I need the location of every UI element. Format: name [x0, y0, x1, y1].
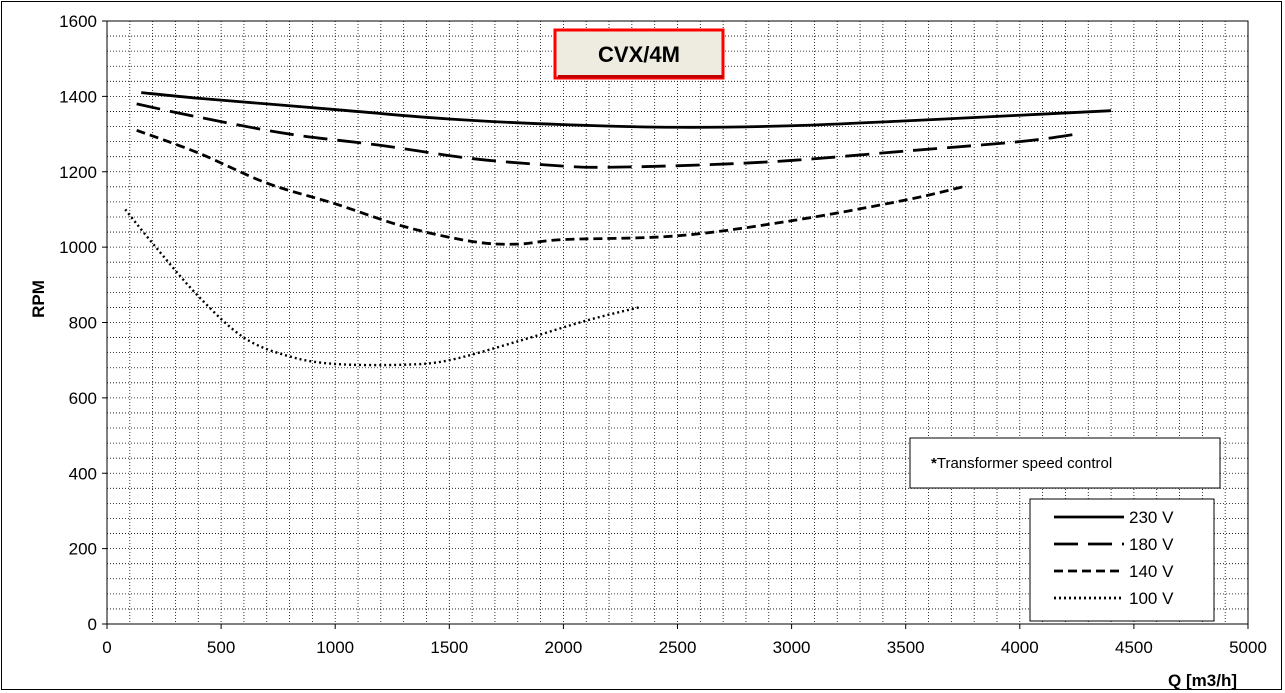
- x-tick-label: 1000: [316, 638, 354, 657]
- chart-title: CVX/4M: [598, 42, 680, 67]
- series-line-180v: [136, 102, 1078, 169]
- x-tick-label: 2000: [544, 638, 582, 657]
- y-tick-label: 1400: [59, 87, 97, 106]
- x-tick-label: 4000: [1001, 638, 1039, 657]
- y-tick-label: 200: [69, 540, 97, 559]
- y-tick-label: 1600: [59, 12, 97, 31]
- x-tick-label: 4500: [1115, 638, 1153, 657]
- series-line-230v: [141, 91, 1112, 129]
- x-tick-label: 3000: [773, 638, 811, 657]
- annotation-prefix: *: [931, 455, 937, 472]
- x-tick-label: 3500: [887, 638, 925, 657]
- legend-label: 230 V: [1129, 508, 1174, 527]
- x-tick-label: 5000: [1229, 638, 1267, 657]
- x-axis-ticks: 0 500 1000 1500 2000 2500 3000 3500 4000 4500 5000: [102, 624, 1267, 657]
- legend: 230 V 180 V 140 V 100 V: [1054, 508, 1174, 608]
- y-tick-label: 1000: [59, 238, 97, 257]
- y-axis-title: RPM: [29, 280, 48, 318]
- x-tick-label: 500: [207, 638, 235, 657]
- legend-label: 180 V: [1129, 535, 1174, 554]
- y-axis-ticks: 0 200 400 600 800 1000 1200 1400 1600: [59, 12, 107, 634]
- x-axis-title: Q [m3/h]: [1168, 671, 1237, 690]
- series-lines: [124, 91, 1112, 367]
- annotation-body: Transformer speed control: [937, 455, 1112, 472]
- y-tick-label: 1200: [59, 163, 97, 182]
- annotation-text: *Transformer speed control: [931, 455, 1112, 472]
- title-box: [553, 28, 725, 80]
- x-tick-label: 2500: [659, 638, 697, 657]
- y-tick-label: 800: [69, 314, 97, 333]
- y-tick-label: 400: [69, 464, 97, 483]
- series-line-140v: [136, 128, 964, 246]
- legend-label: 100 V: [1129, 589, 1174, 608]
- annotation-box: [909, 437, 1221, 489]
- y-tick-label: 600: [69, 389, 97, 408]
- x-tick-label: 0: [102, 638, 111, 657]
- legend-label: 140 V: [1129, 562, 1174, 581]
- x-tick-label: 1500: [430, 638, 468, 657]
- title-box-shadow: [558, 75, 723, 78]
- series-line-100v: [124, 208, 639, 367]
- legend-box: [1029, 498, 1215, 622]
- y-tick-label: 0: [88, 615, 97, 634]
